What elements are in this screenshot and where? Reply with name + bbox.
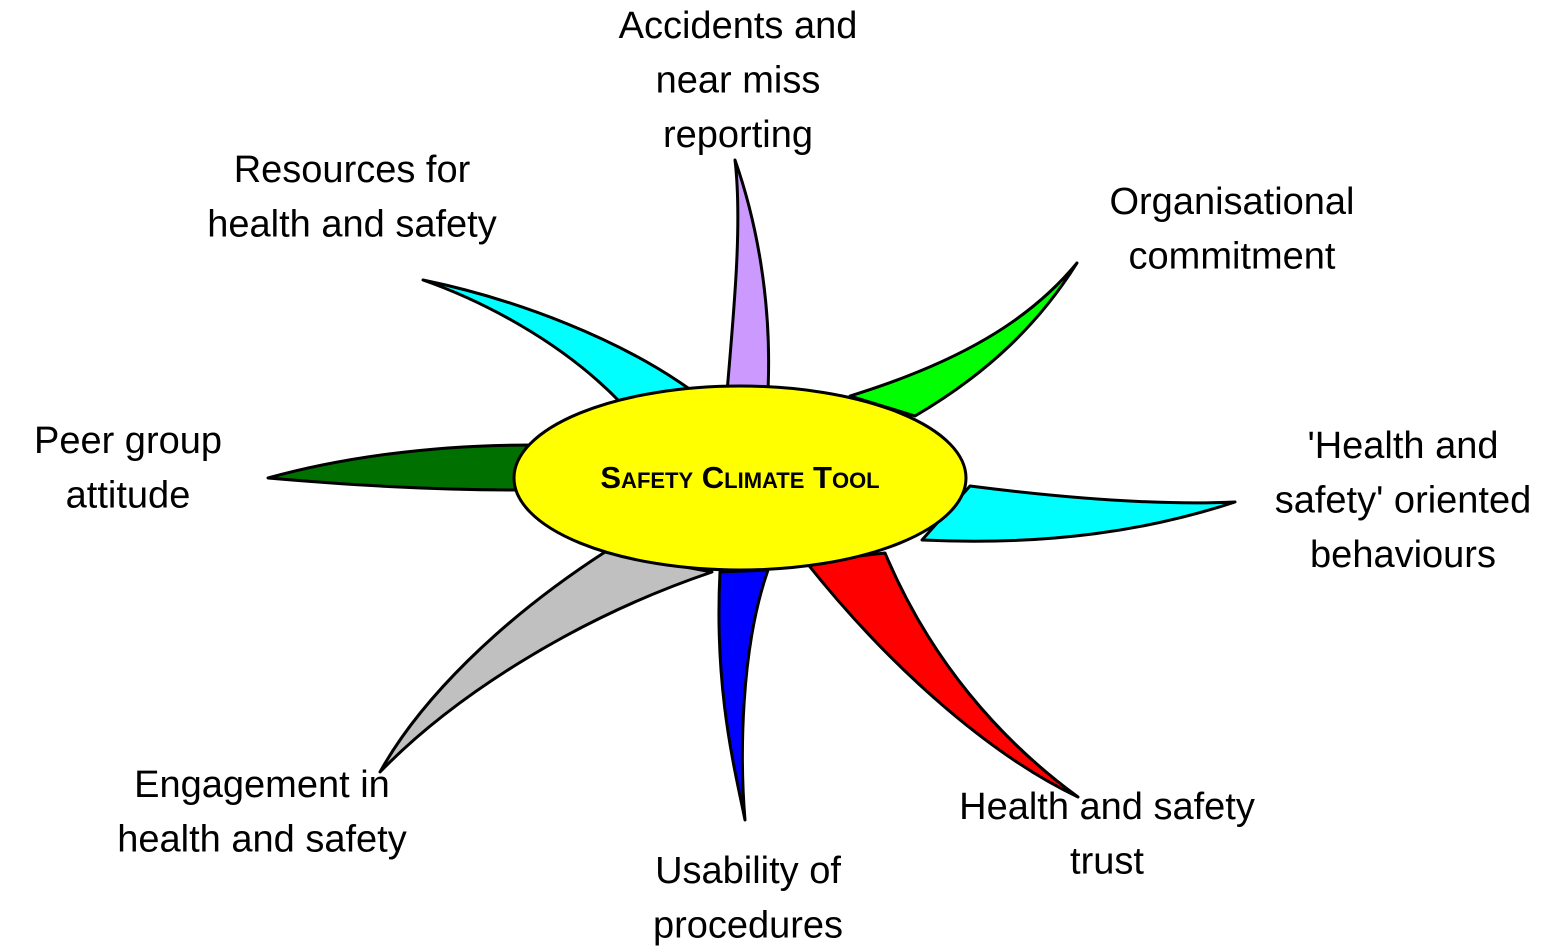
center-ellipse — [512, 384, 968, 572]
node-label: behaviours — [1310, 534, 1496, 576]
node-label: Usability of — [655, 850, 841, 892]
node-label: safety' oriented — [1275, 480, 1532, 522]
petal — [920, 484, 1237, 543]
node-label: Resources for — [234, 149, 471, 191]
petal — [266, 443, 534, 492]
petal — [804, 551, 1080, 799]
petal — [725, 158, 771, 394]
node-label: health and safety — [117, 819, 406, 861]
node-label: procedures — [653, 905, 843, 947]
center-label: Safety Climate Tool — [600, 460, 879, 495]
node-label: Accidents and — [619, 5, 858, 47]
petal — [848, 261, 1079, 418]
node-label: commitment — [1129, 236, 1336, 278]
node-label: health and safety — [207, 204, 496, 246]
node-label: near miss — [656, 60, 821, 102]
labels: Accidents and near miss reporting Organisat… — [34, 5, 1531, 947]
node-label: 'Health and — [1307, 425, 1498, 467]
node-label: Health and safety — [959, 786, 1255, 828]
node-label: Peer group — [34, 420, 222, 462]
petal — [421, 278, 690, 404]
petals — [266, 158, 1237, 822]
node-label: Engagement in — [134, 764, 390, 806]
node-label: attitude — [66, 475, 191, 517]
petal — [717, 568, 770, 822]
node-label: trust — [1070, 841, 1144, 883]
node-label: Organisational — [1109, 181, 1354, 223]
petal — [378, 550, 714, 774]
node-label: reporting — [663, 114, 813, 156]
